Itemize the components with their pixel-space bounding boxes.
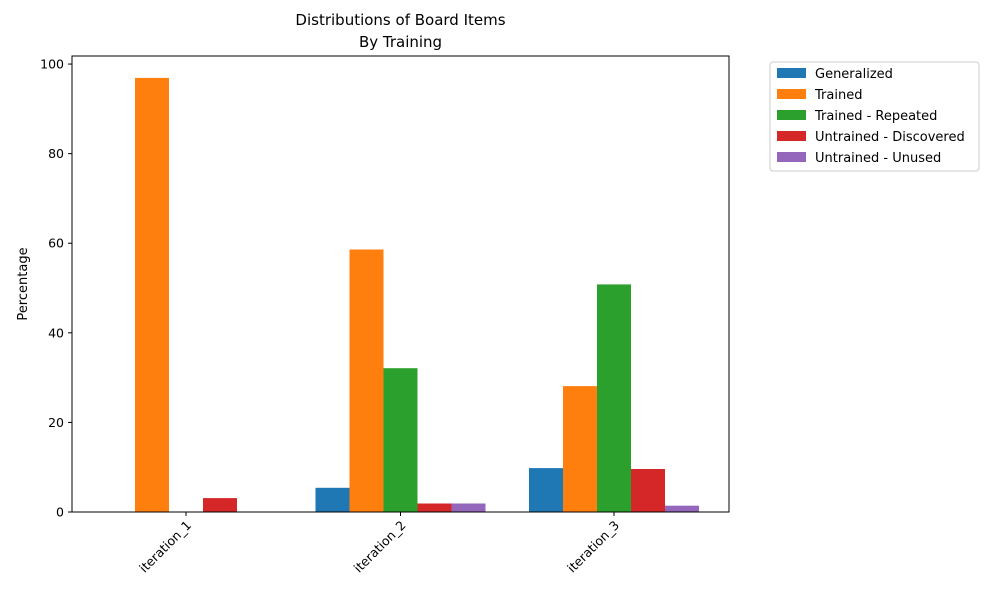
y-tick-label: 80 [48,146,64,161]
bar-trained-repeated-iteration_3 [597,284,631,512]
chart-title: Distributions of Board Items [295,11,505,29]
bar-untrained-unused-iteration_2 [451,503,486,512]
bar-untrained-unused-iteration_3 [665,505,699,512]
bar-trained-repeated-iteration_2 [383,368,418,512]
y-axis-label: Percentage [16,247,31,320]
legend-swatch-untrained-discovered [777,131,806,141]
x-tick-label: iteration_1 [136,518,194,576]
legend: Generalized Trained Trained - Repeated Untr… [769,61,980,172]
y-tick-label: 100 [40,57,64,72]
bar-untrained-discovered-iteration_2 [417,503,452,512]
legend-label-untrained-discovered: Untrained - Discovered [815,130,965,145]
x-axis: iteration_1 iteration_2 iteration_3 [136,512,622,576]
bar-trained-iteration_3 [563,386,597,512]
bar-generalized-iteration_2 [315,487,350,512]
y-tick-label: 40 [48,325,64,340]
legend-label-generalized: Generalized [815,67,893,82]
legend-label-untrained-unused: Untrained - Unused [815,151,941,166]
bar-trained-iteration_1 [135,77,169,513]
legend-swatch-untrained-unused [777,152,806,162]
bar-trained-iteration_2 [349,249,384,512]
bar-generalized-iteration_3 [529,468,563,512]
bar-untrained-discovered-iteration_3 [631,469,665,512]
legend-label-trained-repeated: Trained - Repeated [814,109,937,124]
legend-swatch-generalized [777,68,806,78]
bar-untrained-discovered-iteration_1 [203,498,237,512]
x-tick-label: iteration_2 [351,518,409,576]
bars-group [135,77,699,513]
legend-label-trained: Trained [814,88,862,103]
y-tick-label: 20 [48,415,64,430]
legend-frame [769,61,980,172]
chart-subtitle: By Training [359,33,442,51]
y-tick-label: 0 [56,505,64,520]
y-tick-label: 60 [48,236,64,251]
y-axis: 0 20 40 60 80 100 [40,57,72,520]
legend-swatch-trained-repeated [777,110,806,120]
x-tick-label: iteration_3 [564,518,622,576]
legend-swatch-trained [777,89,806,99]
